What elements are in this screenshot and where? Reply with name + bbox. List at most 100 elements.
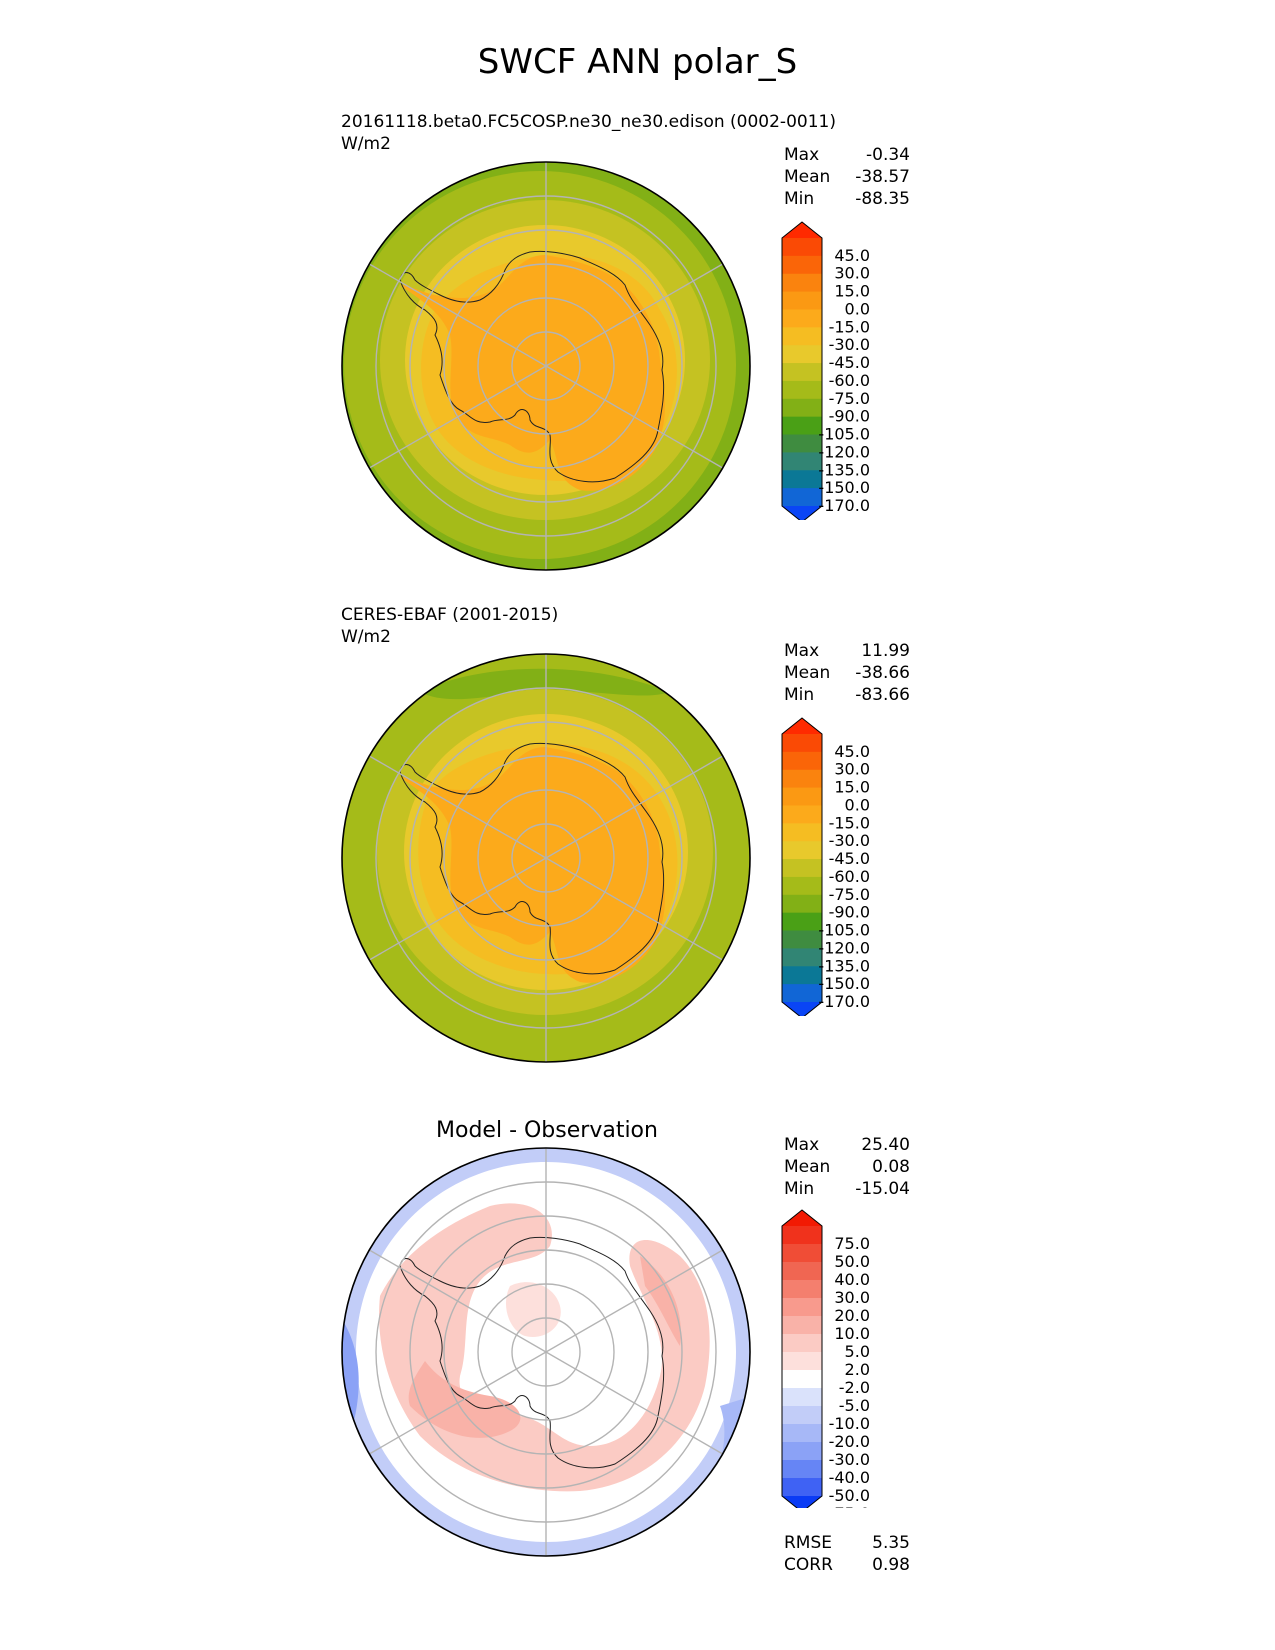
ref-panel-title: CERES-EBAF (2001-2015) — [341, 605, 559, 625]
test-panel-units: W/m2 — [341, 134, 391, 154]
test-polar-map — [341, 161, 751, 571]
colorbar-tick-label: -30.0 — [829, 1450, 870, 1469]
stat-row-mean: Mean 0.08 — [784, 1156, 910, 1178]
colorbar-extend-min — [782, 1496, 822, 1508]
colorbar-segment — [782, 876, 822, 896]
colorbar-tick-label: -15.0 — [829, 317, 870, 336]
colorbar-segment — [782, 291, 822, 311]
colorbar-tick-label: -60.0 — [829, 867, 870, 886]
colorbar-segment — [782, 1334, 822, 1353]
colorbar-tick-label: 30.0 — [834, 760, 870, 779]
page-title: SWCF ANN polar_S — [477, 42, 798, 82]
colorbar-extend-max — [782, 1210, 822, 1226]
map-field-band — [640, 1256, 681, 1346]
colorbar-segment — [782, 255, 822, 275]
colorbar-segment — [782, 434, 822, 453]
map-boundary — [341, 1147, 751, 1557]
stat-label: Mean — [784, 1157, 831, 1177]
stat-label: Mean — [784, 167, 831, 187]
colorbar-tick-label: -75.0 — [829, 389, 870, 408]
map-boundary — [341, 161, 751, 571]
stat-value: -88.35 — [855, 189, 910, 209]
colorbar-tick-label: -2.0 — [839, 1378, 870, 1397]
colorbar-tick-label: -10.0 — [829, 1414, 870, 1433]
stat-label: Min — [784, 1179, 815, 1199]
colorbar-extend-max — [782, 718, 822, 734]
diff-metrics-block: RMSE 5.35 CORR 0.98 — [784, 1532, 910, 1576]
colorbar-segment — [782, 1424, 822, 1443]
colorbar-tick-label: -15.0 — [829, 813, 870, 832]
colorbar-tick-label: 5.0 — [845, 1342, 870, 1361]
colorbar-tick-label: -105.0 — [818, 425, 870, 444]
colorbar-segment — [782, 1370, 822, 1389]
colorbar-outline — [781, 717, 823, 1016]
colorbar-segment — [782, 470, 822, 489]
colorbar-segment — [782, 1460, 822, 1479]
colorbar-segment — [782, 1226, 822, 1245]
colorbar-tick-label: 2.0 — [845, 1360, 870, 1379]
colorbar-tick-label: 0.0 — [845, 795, 870, 814]
colorbar-segment — [782, 1316, 822, 1335]
stat-label: Min — [784, 189, 815, 209]
test-colorbar: 45.030.015.00.0-15.0-30.0-45.0-60.0-75.0… — [781, 221, 870, 520]
colorbar-tick-label: -45.0 — [829, 353, 870, 372]
colorbar-tick-label: -30.0 — [829, 335, 870, 354]
stat-value: -38.66 — [855, 663, 910, 683]
stat-label: Mean — [784, 663, 831, 683]
colorbar-tick-label: 45.0 — [834, 246, 870, 265]
colorbar-segment — [782, 273, 822, 293]
colorbar-segment — [782, 363, 822, 382]
diff-panel-title: Model - Observation — [436, 1118, 658, 1143]
colorbar-segment — [782, 1262, 822, 1281]
colorbar-segment — [782, 380, 822, 400]
colorbar-segment — [782, 1388, 822, 1407]
colorbar-segment — [782, 1478, 822, 1497]
colorbar-outline — [781, 1209, 823, 1508]
colorbar-extend-min — [782, 1002, 822, 1016]
test-stats-block: Max -0.34 Mean -38.57 Min -88.35 — [784, 144, 910, 210]
colorbar-segment — [782, 1298, 822, 1317]
diff-colorbar: 75.050.040.030.020.010.05.02.0-2.0-5.0-1… — [781, 1209, 870, 1508]
stat-row-max: Max 11.99 — [784, 640, 910, 662]
colorbar-tick-label: 30.0 — [834, 1288, 870, 1307]
colorbar-tick-label: -135.0 — [818, 956, 870, 975]
colorbar-tick-label: 15.0 — [834, 282, 870, 301]
colorbar-tick-label: 45.0 — [834, 742, 870, 761]
colorbar-tick-label: -170.0 — [818, 992, 870, 1011]
colorbar-tick-label: -30.0 — [829, 831, 870, 850]
metric-row-corr: CORR 0.98 — [784, 1554, 910, 1576]
stat-row-mean: Mean -38.66 — [784, 662, 910, 684]
colorbar-tick-label: -90.0 — [829, 407, 870, 426]
stat-row-min: Min -88.35 — [784, 188, 910, 210]
colorbar-segment — [782, 787, 822, 807]
stat-label: Max — [784, 145, 820, 165]
antarctica-field — [400, 747, 665, 983]
colorbar-segment — [782, 416, 822, 436]
stat-value: -83.66 — [855, 685, 910, 705]
map-field-band — [420, 668, 670, 700]
ref-polar-map — [341, 653, 751, 1063]
antarctica-field — [400, 255, 665, 491]
colorbar-tick-label: -150.0 — [818, 478, 870, 497]
colorbar-segment — [782, 948, 822, 967]
colorbar-outline — [781, 221, 823, 520]
diff-stats-block: Max 25.40 Mean 0.08 Min -15.04 — [784, 1134, 910, 1200]
colorbar-segment — [782, 1442, 822, 1461]
stat-value: -0.34 — [866, 145, 910, 165]
colorbar-segment — [782, 930, 822, 949]
stat-value: 11.99 — [861, 641, 910, 661]
stat-value: 0.08 — [872, 1157, 910, 1177]
colorbar-tick-label: -45.0 — [829, 849, 870, 868]
colorbar-segment — [782, 984, 822, 1003]
colorbar-segment — [782, 398, 822, 418]
colorbar-extend-max — [782, 222, 822, 238]
colorbar-segment — [782, 238, 822, 257]
colorbar-tick-label: 0.0 — [845, 299, 870, 318]
colorbar-segment — [782, 452, 822, 471]
test-panel-title: 20161118.beta0.FC5COSP.ne30_ne30.edison … — [341, 112, 836, 132]
colorbar-tick-label: -120.0 — [818, 442, 870, 461]
colorbar-segment — [782, 966, 822, 985]
colorbar-tick-label: 15.0 — [834, 778, 870, 797]
map-boundary — [341, 653, 751, 1063]
stat-row-max: Max -0.34 — [784, 144, 910, 166]
